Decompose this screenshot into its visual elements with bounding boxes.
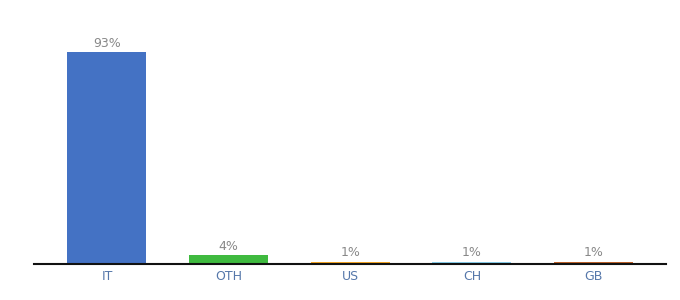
Text: 1%: 1% [340, 246, 360, 260]
Text: 1%: 1% [583, 246, 603, 260]
Bar [311, 262, 390, 264]
Text: 93%: 93% [93, 37, 121, 50]
Text: 4%: 4% [219, 240, 239, 253]
Text: 1%: 1% [462, 246, 481, 260]
Bar [554, 262, 633, 264]
Bar [189, 255, 268, 264]
Bar [432, 262, 511, 264]
Bar [67, 52, 146, 264]
